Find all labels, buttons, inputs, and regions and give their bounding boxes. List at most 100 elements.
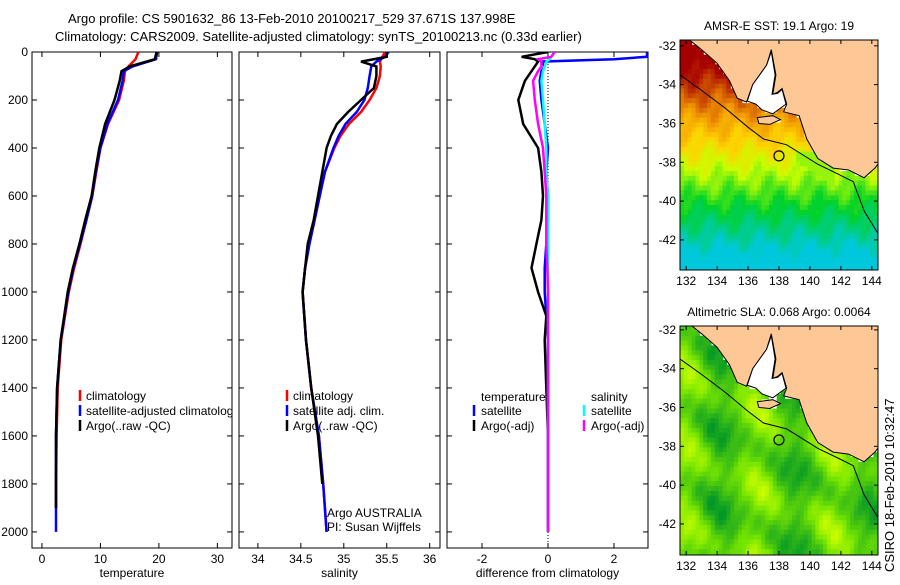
map-cell bbox=[807, 190, 813, 196]
map-cell bbox=[695, 268, 700, 270]
map-cell bbox=[680, 69, 685, 75]
map-cell bbox=[823, 238, 828, 245]
map-cell bbox=[788, 461, 793, 468]
map-cell bbox=[765, 243, 770, 250]
map-cell bbox=[842, 534, 847, 541]
map-cell bbox=[703, 466, 708, 473]
map-cell bbox=[738, 229, 743, 235]
map-cell bbox=[784, 481, 789, 487]
map-cell bbox=[718, 393, 724, 400]
map-cell bbox=[738, 180, 743, 187]
map-cell bbox=[834, 180, 840, 187]
map-cell bbox=[850, 185, 855, 192]
map-cell bbox=[780, 491, 785, 497]
map-cell bbox=[718, 408, 724, 414]
map-cell bbox=[741, 500, 747, 507]
map-cell bbox=[757, 229, 762, 235]
map-cell bbox=[772, 214, 778, 221]
map-cell bbox=[749, 457, 755, 463]
map-cell bbox=[807, 175, 813, 182]
map-cell bbox=[784, 510, 789, 516]
map-cell bbox=[683, 364, 689, 371]
map-cell bbox=[707, 500, 712, 507]
map-cell bbox=[757, 190, 762, 196]
map-cell bbox=[680, 340, 685, 347]
map-cell bbox=[699, 427, 704, 434]
map-cell bbox=[834, 510, 840, 516]
map-cell bbox=[722, 253, 727, 259]
map-cell bbox=[691, 175, 697, 182]
map-cell bbox=[683, 408, 689, 414]
map-cell bbox=[726, 447, 731, 453]
map-cell bbox=[680, 423, 685, 429]
map-cell bbox=[730, 403, 735, 410]
map-cell bbox=[830, 175, 836, 182]
map-cell bbox=[784, 413, 789, 419]
map-cell bbox=[687, 69, 693, 75]
map-cell bbox=[703, 529, 708, 536]
map-cell bbox=[699, 471, 704, 478]
map-cell bbox=[699, 510, 704, 516]
map-cell bbox=[738, 200, 743, 206]
map-cell bbox=[792, 447, 797, 453]
map-cell bbox=[718, 364, 724, 371]
lon-tick-label: 134 bbox=[707, 559, 727, 573]
map-cell bbox=[823, 500, 828, 507]
map-cell bbox=[850, 461, 855, 468]
map-cell bbox=[741, 505, 747, 511]
legend-label: satellite bbox=[481, 404, 522, 418]
map-cell bbox=[846, 471, 851, 478]
map-cell bbox=[846, 190, 851, 196]
map-cell bbox=[703, 107, 708, 114]
map-cell bbox=[726, 491, 731, 497]
map-cell bbox=[749, 389, 755, 395]
map-cell bbox=[819, 209, 824, 216]
map-cell bbox=[707, 452, 712, 458]
map-cell bbox=[819, 263, 824, 269]
map-cell bbox=[776, 413, 782, 419]
map-cell bbox=[703, 180, 708, 187]
map-cell bbox=[761, 205, 766, 211]
map-cell bbox=[861, 476, 867, 482]
map-cell bbox=[807, 146, 813, 153]
map-cell bbox=[718, 427, 724, 434]
map-cell bbox=[815, 195, 820, 201]
map-cell bbox=[776, 258, 782, 264]
lon-tick-label: 132 bbox=[676, 274, 696, 288]
map-cell bbox=[722, 491, 727, 497]
map-cell bbox=[691, 141, 697, 148]
map-cell bbox=[726, 418, 731, 424]
map-cell bbox=[757, 437, 762, 444]
map-cell bbox=[699, 350, 704, 356]
map-cell bbox=[788, 209, 793, 216]
map-cell bbox=[792, 224, 797, 230]
map-cell bbox=[765, 408, 770, 414]
map-cell bbox=[807, 248, 813, 255]
map-cell bbox=[722, 452, 727, 458]
map-cell bbox=[707, 393, 712, 400]
map-cell bbox=[869, 190, 874, 196]
series-line-salinity-argo-adj- bbox=[531, 52, 556, 532]
map-cell bbox=[738, 461, 743, 468]
map-cell bbox=[780, 234, 785, 240]
title-line-1: Argo profile: CS 5901632_86 13-Feb-2010 … bbox=[68, 11, 516, 26]
map-cell bbox=[714, 544, 720, 550]
map-cell bbox=[718, 452, 724, 458]
map-cell bbox=[768, 200, 774, 206]
map-cell bbox=[776, 195, 782, 201]
map-cell bbox=[734, 268, 739, 270]
map-cell bbox=[765, 510, 770, 516]
map-cell bbox=[819, 461, 824, 468]
map-cell bbox=[753, 190, 758, 196]
map-cell bbox=[722, 103, 727, 109]
map-cell bbox=[734, 481, 739, 487]
map-cell bbox=[695, 88, 700, 94]
map-cell bbox=[738, 209, 743, 216]
map-cell bbox=[869, 219, 874, 225]
map-cell bbox=[714, 345, 720, 351]
map-cell bbox=[703, 447, 708, 453]
map-cell bbox=[718, 88, 724, 94]
map-cell bbox=[788, 185, 793, 192]
map-cell bbox=[792, 141, 797, 148]
map-cell bbox=[683, 195, 689, 201]
